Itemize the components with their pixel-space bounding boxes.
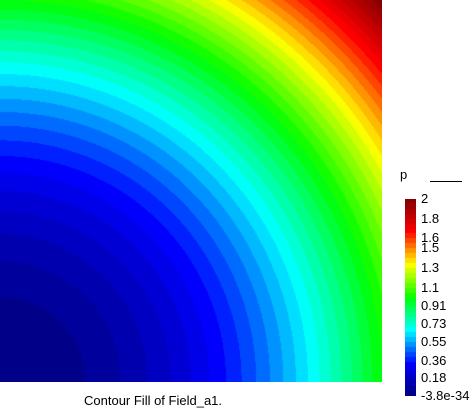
contour-plot — [0, 0, 382, 382]
legend-tick-label: 2 — [421, 191, 429, 206]
contour-fill-canvas — [0, 0, 382, 382]
legend-color-bar — [405, 199, 416, 396]
legend-tick-label: 1.6 — [421, 230, 440, 246]
legend-tick-label: 1.8 — [421, 210, 440, 226]
color-legend: p 2 1.8 1.6 1.5 1.3 1.1 0.91 0.73 0.55 0.36 0.18 -3… — [400, 167, 472, 403]
chart-caption: Contour Fill of Field_a1. — [84, 393, 223, 408]
legend-tick-label: 0.18 — [421, 370, 447, 386]
legend-tick-label: -3.8e-34 — [421, 388, 470, 403]
legend-tick-label: 0.55 — [421, 333, 447, 349]
legend-tick-label: 1.3 — [421, 259, 440, 275]
legend-title-underline — [430, 181, 462, 182]
legend-tick-label: 0.73 — [421, 316, 447, 332]
legend-tick-label: 1.5 — [421, 240, 440, 256]
legend-title: p — [400, 167, 408, 182]
legend-tick-label: 1.1 — [421, 279, 440, 295]
legend-tick-label: 0.91 — [421, 298, 447, 314]
legend-tick-label: 0.36 — [421, 352, 447, 368]
legend-gradient-canvas — [405, 199, 416, 396]
